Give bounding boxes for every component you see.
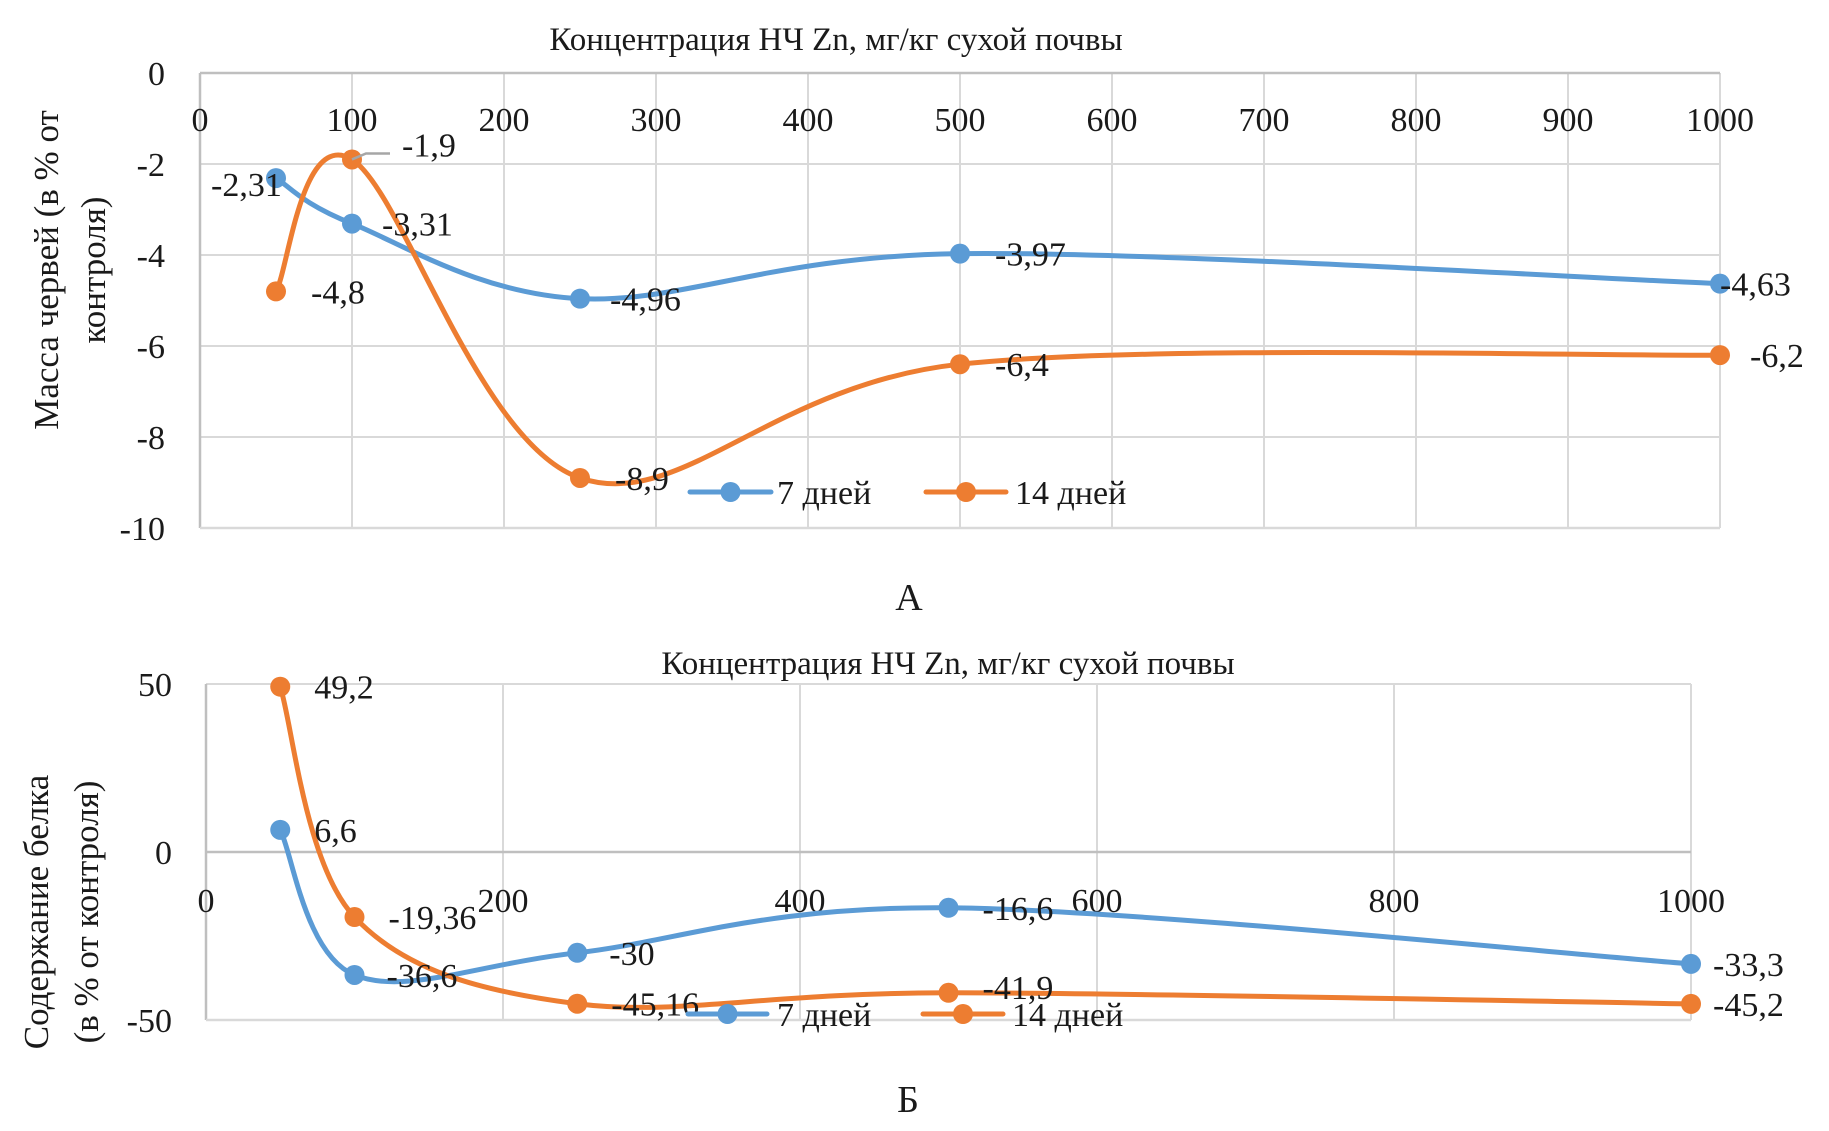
y-tick-label: 50 (138, 667, 172, 704)
legend-label: 14 дней (1012, 997, 1123, 1034)
series-line-14-days (273, 152, 1723, 487)
x-tick-label: 0 (198, 883, 215, 920)
data-point-14-days (1710, 345, 1730, 366)
data-label: -41,9 (983, 970, 1054, 1007)
chart-worm-mass: Концентрация НЧ Zn, мг/кг сухой почвы 0 10… (27, 22, 1804, 619)
x-tick-label: 400 (783, 102, 834, 139)
y-tick-label: -50 (127, 1003, 172, 1040)
y-axis-title: Содержание белка (17, 774, 56, 1049)
x-tick-label: 900 (1543, 102, 1594, 139)
data-label-leader-line (351, 152, 390, 161)
chart-protein-content: Концентрация НЧ Zn, мг/кг сухой почвы 0 20… (17, 646, 1784, 1121)
data-label: -3,97 (995, 237, 1066, 274)
data-label: -45,16 (611, 987, 699, 1024)
x-tick-label: 600 (1087, 102, 1138, 139)
y-axis-title: (в % от контроля) (67, 781, 106, 1044)
data-point-14-days (570, 467, 590, 488)
data-point-7-days (567, 942, 588, 963)
data-label: -4,96 (610, 282, 681, 319)
data-label: -4,8 (311, 274, 365, 311)
y-tick-label: 0 (155, 835, 172, 872)
y-tick-label: -2 (137, 147, 165, 184)
data-label: -30 (609, 936, 654, 973)
data-label: -4,63 (1720, 267, 1791, 304)
data-point-7-days (570, 288, 590, 309)
data-point-7-days (1681, 953, 1701, 974)
data-point-7-days (344, 964, 365, 985)
y-tick-label: -4 (137, 238, 165, 275)
chart-title: Концентрация НЧ Zn, мг/кг сухой почвы (549, 22, 1122, 58)
x-tick-label: 100 (327, 102, 378, 139)
legend-marker (953, 1004, 973, 1024)
y-tick-label: -10 (120, 511, 165, 548)
data-label: 49,2 (314, 670, 374, 707)
data-label: -6,4 (995, 347, 1049, 384)
legend-label: 14 дней (1015, 475, 1126, 512)
data-point-14-days (938, 982, 959, 1003)
data-label: -2,31 (211, 167, 282, 204)
legend-label: 7 дней (777, 475, 871, 512)
data-label: 6,6 (314, 813, 357, 850)
data-point-7-days (938, 897, 959, 918)
x-tick-label: 0 (192, 102, 209, 139)
data-label: -45,2 (1713, 987, 1784, 1024)
y-axis-title: контроля) (74, 197, 113, 344)
data-label: -1,9 (402, 127, 456, 164)
y-tick-label: 0 (148, 56, 165, 93)
panel-label: Б (897, 1079, 919, 1121)
data-point-7-days (950, 243, 970, 264)
x-tick-label: 700 (1239, 102, 1290, 139)
x-tick-label: 200 (479, 102, 530, 139)
x-tick-label: 300 (631, 102, 682, 139)
data-point-14-days (266, 281, 286, 302)
data-point-14-days (950, 354, 970, 375)
legend-label: 7 дней (777, 997, 871, 1034)
data-point-14-days (344, 907, 365, 928)
data-label: -8,9 (615, 461, 669, 498)
y-axis-title: Масса червей (в % от (27, 110, 66, 430)
data-point-7-days (266, 168, 286, 189)
legend-marker (956, 482, 976, 502)
x-tick-label: 1000 (1686, 102, 1754, 139)
x-tick-label: 200 (478, 883, 529, 920)
y-tick-label: -6 (137, 329, 165, 366)
data-label: -3,31 (382, 207, 453, 244)
data-point-7-days (1710, 273, 1730, 294)
legend-marker (720, 482, 741, 502)
data-point-14-days (270, 676, 291, 697)
data-label: -33,3 (1713, 947, 1784, 984)
data-point-7-days (342, 213, 362, 234)
data-point-7-days (270, 819, 291, 840)
data-point-14-days (567, 993, 588, 1014)
y-tick-label: -8 (137, 420, 165, 457)
data-label: -19,36 (389, 900, 477, 937)
panel-label: А (895, 577, 923, 619)
data-point-14-days (1681, 993, 1701, 1014)
data-label: -36,6 (387, 958, 458, 995)
x-tick-label: 800 (1391, 102, 1442, 139)
series-line-14-days (277, 684, 1694, 1010)
data-label: -6,2 (1750, 338, 1804, 375)
x-tick-label: 1000 (1657, 883, 1725, 920)
x-tick-label: 800 (1369, 883, 1420, 920)
chart-title: Концентрация НЧ Zn, мг/кг сухой почвы (661, 646, 1234, 682)
x-tick-label: 500 (935, 102, 986, 139)
legend-marker (717, 1004, 738, 1024)
data-label: -16,6 (983, 891, 1054, 928)
